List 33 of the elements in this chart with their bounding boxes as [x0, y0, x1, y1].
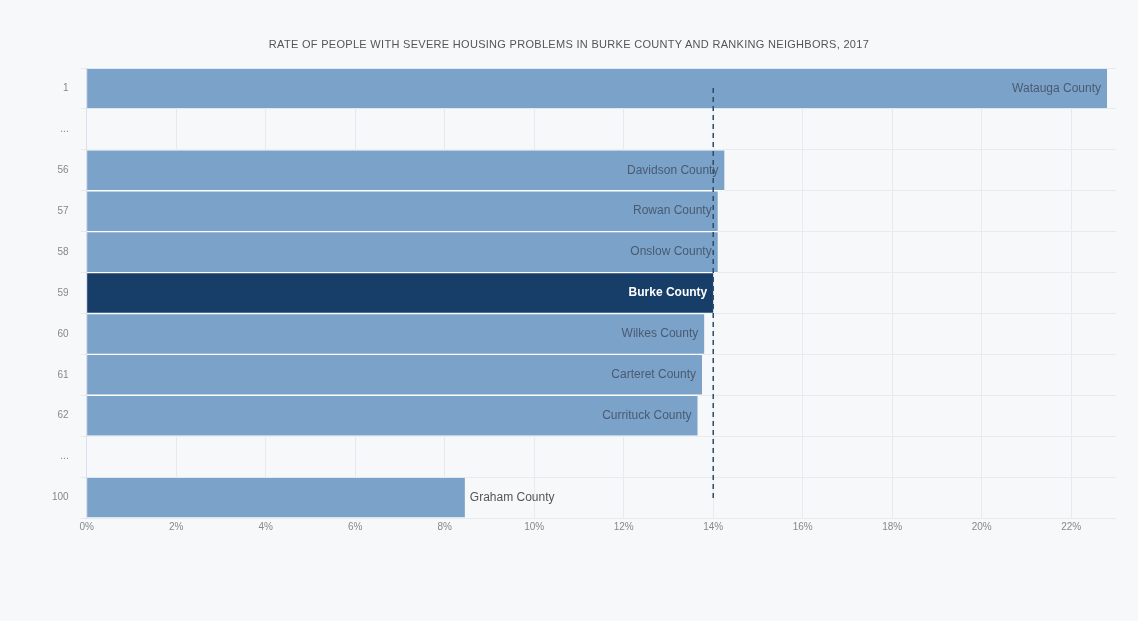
- y-tick-label: 62: [57, 409, 70, 421]
- x-tick-label: 2%: [168, 520, 184, 532]
- x-tick-label: 18%: [882, 520, 903, 532]
- x-tick-label: 10%: [524, 520, 545, 532]
- y-tick-label: 60: [57, 327, 70, 339]
- chart-title: RATE OF PEOPLE WITH SEVERE HOUSING PROBLEMS IN BURKE COUNTY AND RANKING NEIGHBORS, 2017: [267, 38, 871, 50]
- x-tick-label: 14%: [703, 520, 724, 532]
- x-tick-label: 16%: [792, 520, 813, 532]
- annotation: Carteret County: [611, 367, 697, 382]
- y-tick-label: ...: [60, 123, 69, 135]
- x-tick-label: 4%: [258, 520, 274, 532]
- x-tick-label: 20%: [971, 520, 992, 532]
- y-tick-label: 61: [57, 368, 70, 380]
- x-tick-label: 6%: [347, 520, 363, 532]
- y-tick-label: 56: [57, 164, 70, 176]
- y-tick-label: 58: [57, 245, 70, 257]
- y-tick-label: 1: [63, 82, 70, 94]
- y-tick-label: 59: [57, 286, 70, 298]
- y-tick-label: 100: [52, 491, 70, 503]
- annotation: Davidson County: [627, 162, 719, 177]
- annotation: Currituck County: [602, 408, 692, 423]
- annotation: Graham County: [469, 489, 555, 504]
- y-tick-label: ...: [60, 450, 69, 462]
- annotation: Burke County: [628, 285, 708, 300]
- y-tick-label: 57: [57, 204, 70, 216]
- annotation: Wilkes County: [621, 326, 699, 341]
- annotation: Onslow County: [630, 244, 712, 259]
- x-tick-label: 22%: [1061, 520, 1082, 532]
- x-tick-label: 8%: [437, 520, 453, 532]
- annotation: Rowan County: [632, 203, 712, 218]
- x-tick-label: 12%: [613, 520, 634, 532]
- annotation: Watauga County: [1012, 80, 1102, 95]
- x-tick-label: 0%: [79, 520, 95, 532]
